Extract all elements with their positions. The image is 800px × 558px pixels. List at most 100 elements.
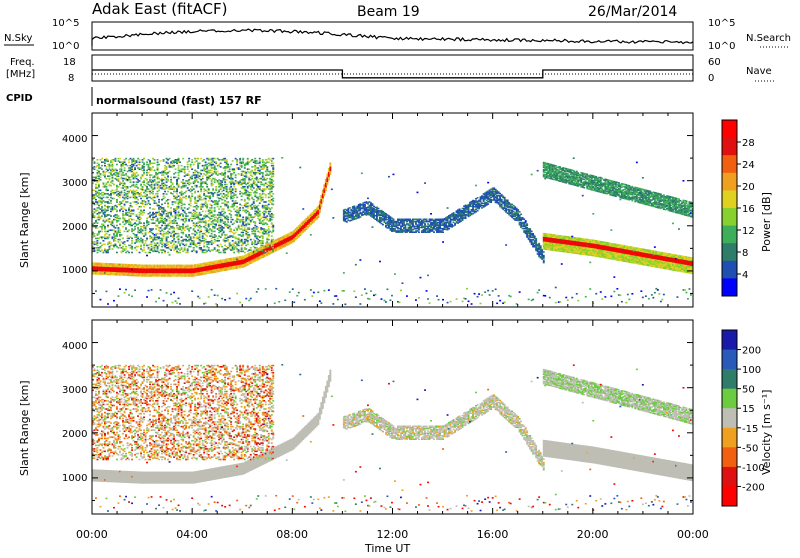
power-cell (149, 204, 151, 206)
power-cell (121, 191, 123, 193)
power-cell (188, 160, 190, 162)
power-cell (346, 221, 348, 223)
power-cell (233, 222, 235, 224)
power-cell (139, 180, 141, 182)
power-cell (109, 178, 111, 180)
power-cell (170, 294, 172, 296)
power-cell (107, 197, 109, 199)
power-cell (157, 175, 159, 177)
power-cell (224, 172, 226, 174)
power-cell (178, 177, 180, 179)
power-cell (154, 200, 156, 202)
power-cell (238, 173, 240, 175)
power-cell (137, 236, 139, 238)
power-cell (175, 201, 177, 203)
power-cell (158, 252, 160, 254)
power-cell (97, 252, 99, 254)
power-cell (233, 186, 235, 188)
power-cell (172, 183, 174, 185)
power-cell (107, 225, 109, 227)
power-cell (205, 181, 207, 183)
power-cell (205, 201, 207, 203)
power-cell (220, 252, 222, 254)
nsky-tick-bottom: 10^0 (52, 41, 79, 52)
power-cell (166, 219, 168, 221)
power-cell (227, 175, 229, 177)
freq-units: [MHz] (6, 69, 35, 80)
power-cell (146, 186, 148, 188)
nsky-line (92, 29, 693, 46)
power-cell (266, 218, 268, 220)
power-cell (158, 211, 160, 213)
power-cell (253, 187, 255, 189)
power-cell (116, 199, 118, 201)
power-cell (125, 173, 127, 175)
power-cell (139, 161, 141, 163)
power-cell (154, 159, 156, 161)
power-cell (131, 242, 133, 244)
power-cell (353, 291, 355, 293)
power-cell (235, 188, 237, 190)
power-cell (200, 197, 202, 199)
power-cell (221, 246, 223, 248)
power-cell (169, 217, 171, 219)
power-cell (310, 289, 312, 291)
power-cell (317, 292, 319, 294)
power-cell (143, 158, 145, 160)
power-cell (118, 247, 120, 249)
power-cell (178, 184, 180, 186)
power-cell (238, 245, 240, 247)
power-cell (106, 186, 108, 188)
power-cell (235, 177, 237, 179)
nave-label: Nave (746, 66, 772, 77)
power-cell (257, 205, 259, 207)
power-cell (125, 210, 127, 212)
power-cell (245, 298, 247, 300)
power-cell (272, 167, 274, 169)
power-cell (328, 289, 330, 291)
power-cell (248, 177, 250, 179)
power-cell (163, 159, 165, 161)
power-cell (187, 164, 189, 166)
power-cell (109, 206, 111, 208)
power-cell (215, 235, 217, 237)
power-cell (116, 210, 118, 212)
power-cell (251, 175, 253, 177)
power-cell (94, 168, 96, 170)
power-cell (136, 249, 138, 251)
power-cell (236, 221, 238, 223)
power-cell (242, 219, 244, 221)
power-cell (110, 215, 112, 217)
power-cell (208, 188, 210, 190)
power-cell (211, 210, 213, 212)
power-cell (125, 158, 127, 160)
power-cell (232, 240, 234, 242)
power-cell (116, 170, 118, 172)
power-cell (107, 303, 109, 305)
power-cell (179, 252, 181, 254)
power-cell (151, 184, 153, 186)
power-cell (293, 302, 295, 304)
power-cell (298, 292, 300, 294)
power-cell (224, 252, 226, 254)
power-cell (242, 217, 244, 219)
power-cell (235, 200, 237, 202)
power-cell (223, 190, 225, 192)
power-cell (170, 177, 172, 179)
power-cell (208, 296, 210, 298)
power-cell (236, 293, 238, 295)
power-cell (154, 179, 156, 181)
power-cell (226, 188, 228, 190)
power-cell (166, 292, 168, 294)
power-cell (104, 174, 106, 176)
power-cell (113, 198, 115, 200)
power-cell (223, 227, 225, 229)
power-cell (146, 194, 148, 196)
power-cell (175, 212, 177, 214)
power-cell (121, 234, 123, 236)
power-cell (272, 229, 274, 231)
power-cell (233, 208, 235, 210)
power-cell (190, 246, 192, 248)
power-cell (227, 219, 229, 221)
power-cell (158, 199, 160, 201)
